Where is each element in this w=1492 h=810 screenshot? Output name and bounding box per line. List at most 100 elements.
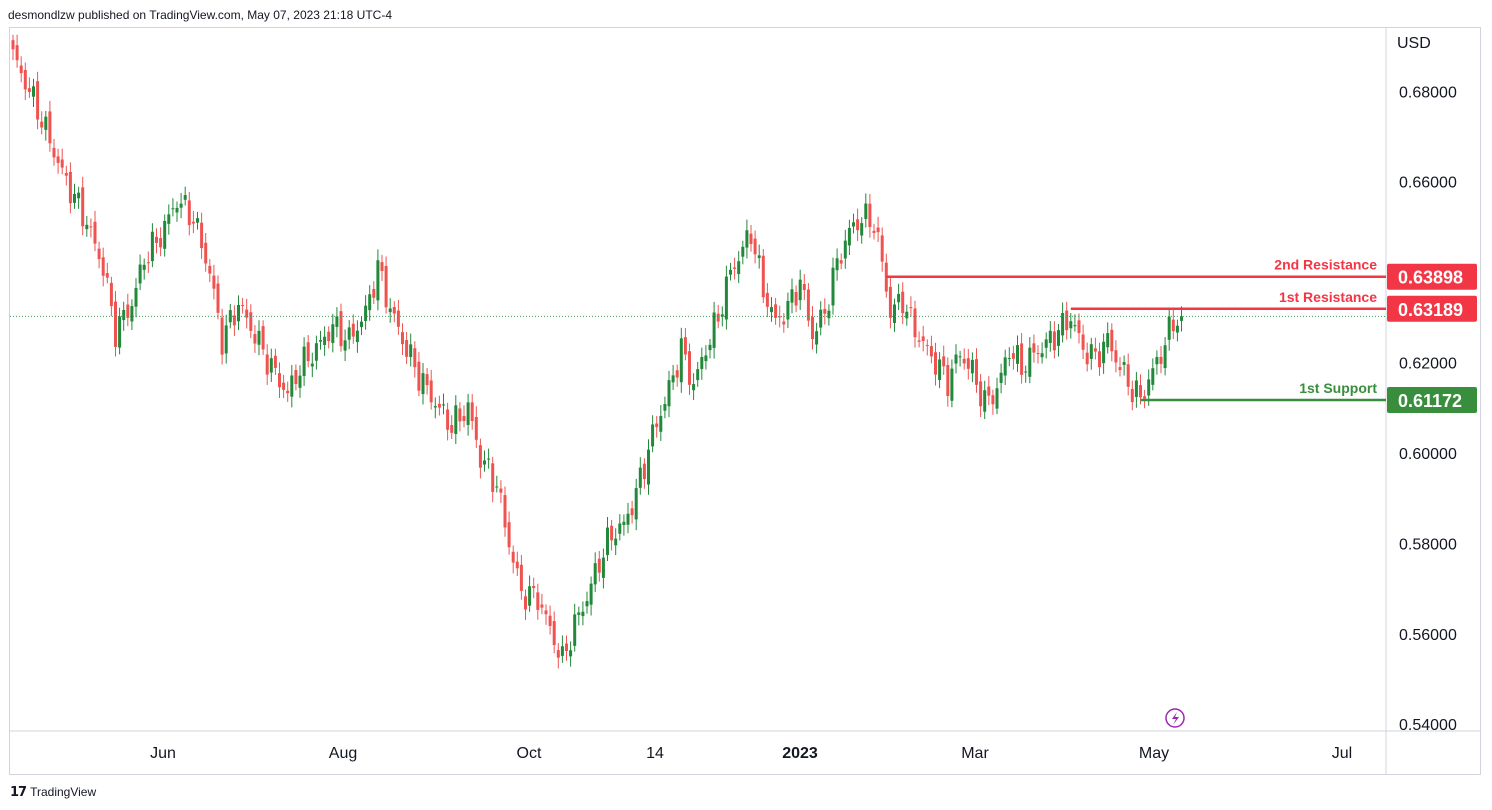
bullish-candle[interactable] (593, 563, 597, 585)
bearish-candle[interactable] (40, 121, 44, 128)
bearish-candle[interactable] (1036, 353, 1040, 355)
bullish-candle[interactable] (577, 612, 581, 615)
bullish-candle[interactable] (679, 338, 683, 383)
bearish-candle[interactable] (1118, 367, 1122, 371)
bullish-candle[interactable] (1167, 316, 1171, 340)
bearish-candle[interactable] (1171, 319, 1175, 332)
bullish-candle[interactable] (1147, 379, 1151, 396)
bullish-candle[interactable] (1069, 321, 1073, 329)
bearish-candle[interactable] (1159, 356, 1163, 364)
bullish-candle[interactable] (150, 231, 154, 262)
bearish-candle[interactable] (60, 159, 64, 168)
bullish-candle[interactable] (745, 230, 749, 248)
bearish-candle[interactable] (872, 230, 876, 233)
bullish-candle[interactable] (44, 116, 48, 130)
bullish-candle[interactable] (950, 368, 954, 401)
bearish-candle[interactable] (765, 292, 769, 307)
bullish-candle[interactable] (388, 308, 392, 313)
bearish-candle[interactable] (1098, 351, 1101, 368)
bullish-candle[interactable] (314, 343, 318, 361)
bearish-candle[interactable] (105, 273, 109, 278)
bullish-candle[interactable] (700, 357, 704, 370)
bullish-candle[interactable] (331, 324, 335, 343)
bullish-candle[interactable] (77, 192, 81, 199)
bullish-candle[interactable] (142, 264, 146, 270)
bearish-candle[interactable] (187, 200, 191, 226)
bearish-candle[interactable] (499, 488, 503, 493)
bearish-candle[interactable] (392, 307, 396, 314)
bearish-candle[interactable] (565, 643, 568, 652)
bullish-candle[interactable] (122, 309, 126, 321)
bullish-candle[interactable] (343, 340, 347, 351)
bearish-candle[interactable] (282, 382, 286, 390)
bearish-candle[interactable] (532, 585, 536, 589)
bearish-candle[interactable] (519, 564, 523, 591)
bullish-candle[interactable] (433, 406, 437, 408)
bearish-candle[interactable] (450, 425, 454, 433)
bearish-candle[interactable] (417, 361, 421, 391)
bearish-candle[interactable] (925, 344, 929, 346)
bullish-candle[interactable] (729, 269, 732, 275)
bearish-candle[interactable] (478, 445, 482, 468)
bearish-candle[interactable] (901, 291, 905, 314)
bullish-candle[interactable] (167, 214, 171, 224)
bullish-candle[interactable] (1151, 368, 1155, 385)
bearish-candle[interactable] (212, 275, 216, 289)
bullish-candle[interactable] (1089, 344, 1093, 359)
bearish-candle[interactable] (306, 342, 310, 362)
bullish-candle[interactable] (1048, 330, 1052, 343)
bearish-candle[interactable] (458, 408, 462, 422)
bearish-candle[interactable] (253, 334, 257, 344)
bearish-candle[interactable] (384, 265, 388, 308)
bullish-candle[interactable] (659, 415, 663, 432)
bearish-candle[interactable] (11, 40, 15, 50)
bullish-candle[interactable] (618, 523, 622, 534)
bullish-candle[interactable] (843, 240, 847, 259)
bearish-candle[interactable] (823, 309, 827, 314)
bullish-candle[interactable] (647, 449, 650, 485)
bullish-candle[interactable] (175, 207, 179, 213)
bearish-candle[interactable] (64, 173, 68, 176)
bearish-candle[interactable] (929, 346, 933, 357)
bearish-candle[interactable] (491, 463, 495, 492)
bearish-candle[interactable] (56, 156, 60, 163)
bearish-candle[interactable] (946, 364, 950, 396)
bullish-candle[interactable] (257, 330, 261, 345)
bearish-candle[interactable] (396, 310, 400, 327)
bearish-candle[interactable] (507, 522, 511, 548)
bullish-candle[interactable] (893, 304, 896, 323)
bullish-candle[interactable] (442, 404, 445, 406)
bearish-candle[interactable] (1052, 331, 1056, 351)
bullish-candle[interactable] (1007, 358, 1011, 360)
bearish-candle[interactable] (93, 221, 97, 244)
bullish-candle[interactable] (724, 276, 728, 320)
bearish-candle[interactable] (856, 219, 860, 231)
bullish-candle[interactable] (601, 557, 605, 578)
bullish-candle[interactable] (622, 521, 626, 525)
bullish-candle[interactable] (319, 340, 322, 342)
bearish-candle[interactable] (909, 307, 913, 309)
bullish-candle[interactable] (196, 218, 199, 223)
bearish-candle[interactable] (749, 233, 753, 245)
bullish-candle[interactable] (1061, 313, 1065, 336)
bullish-candle[interactable] (708, 344, 712, 351)
bullish-candle[interactable] (573, 614, 577, 646)
bullish-candle[interactable] (228, 310, 232, 323)
bullish-candle[interactable] (860, 223, 864, 236)
bearish-candle[interactable] (515, 561, 519, 569)
bullish-candle[interactable] (638, 467, 642, 488)
bullish-candle[interactable] (483, 460, 486, 465)
bullish-candle[interactable] (454, 405, 458, 434)
bearish-candle[interactable] (405, 339, 409, 357)
bullish-candle[interactable] (770, 307, 773, 313)
bullish-candle[interactable] (704, 355, 708, 362)
bullish-candle[interactable] (32, 86, 35, 97)
bearish-candle[interactable] (962, 358, 966, 364)
bearish-candle[interactable] (413, 348, 417, 368)
bearish-candle[interactable] (114, 301, 117, 347)
bearish-candle[interactable] (48, 111, 52, 144)
bullish-candle[interactable] (819, 309, 823, 328)
bullish-candle[interactable] (589, 583, 593, 605)
bearish-candle[interactable] (249, 312, 253, 331)
bullish-candle[interactable] (466, 402, 470, 425)
